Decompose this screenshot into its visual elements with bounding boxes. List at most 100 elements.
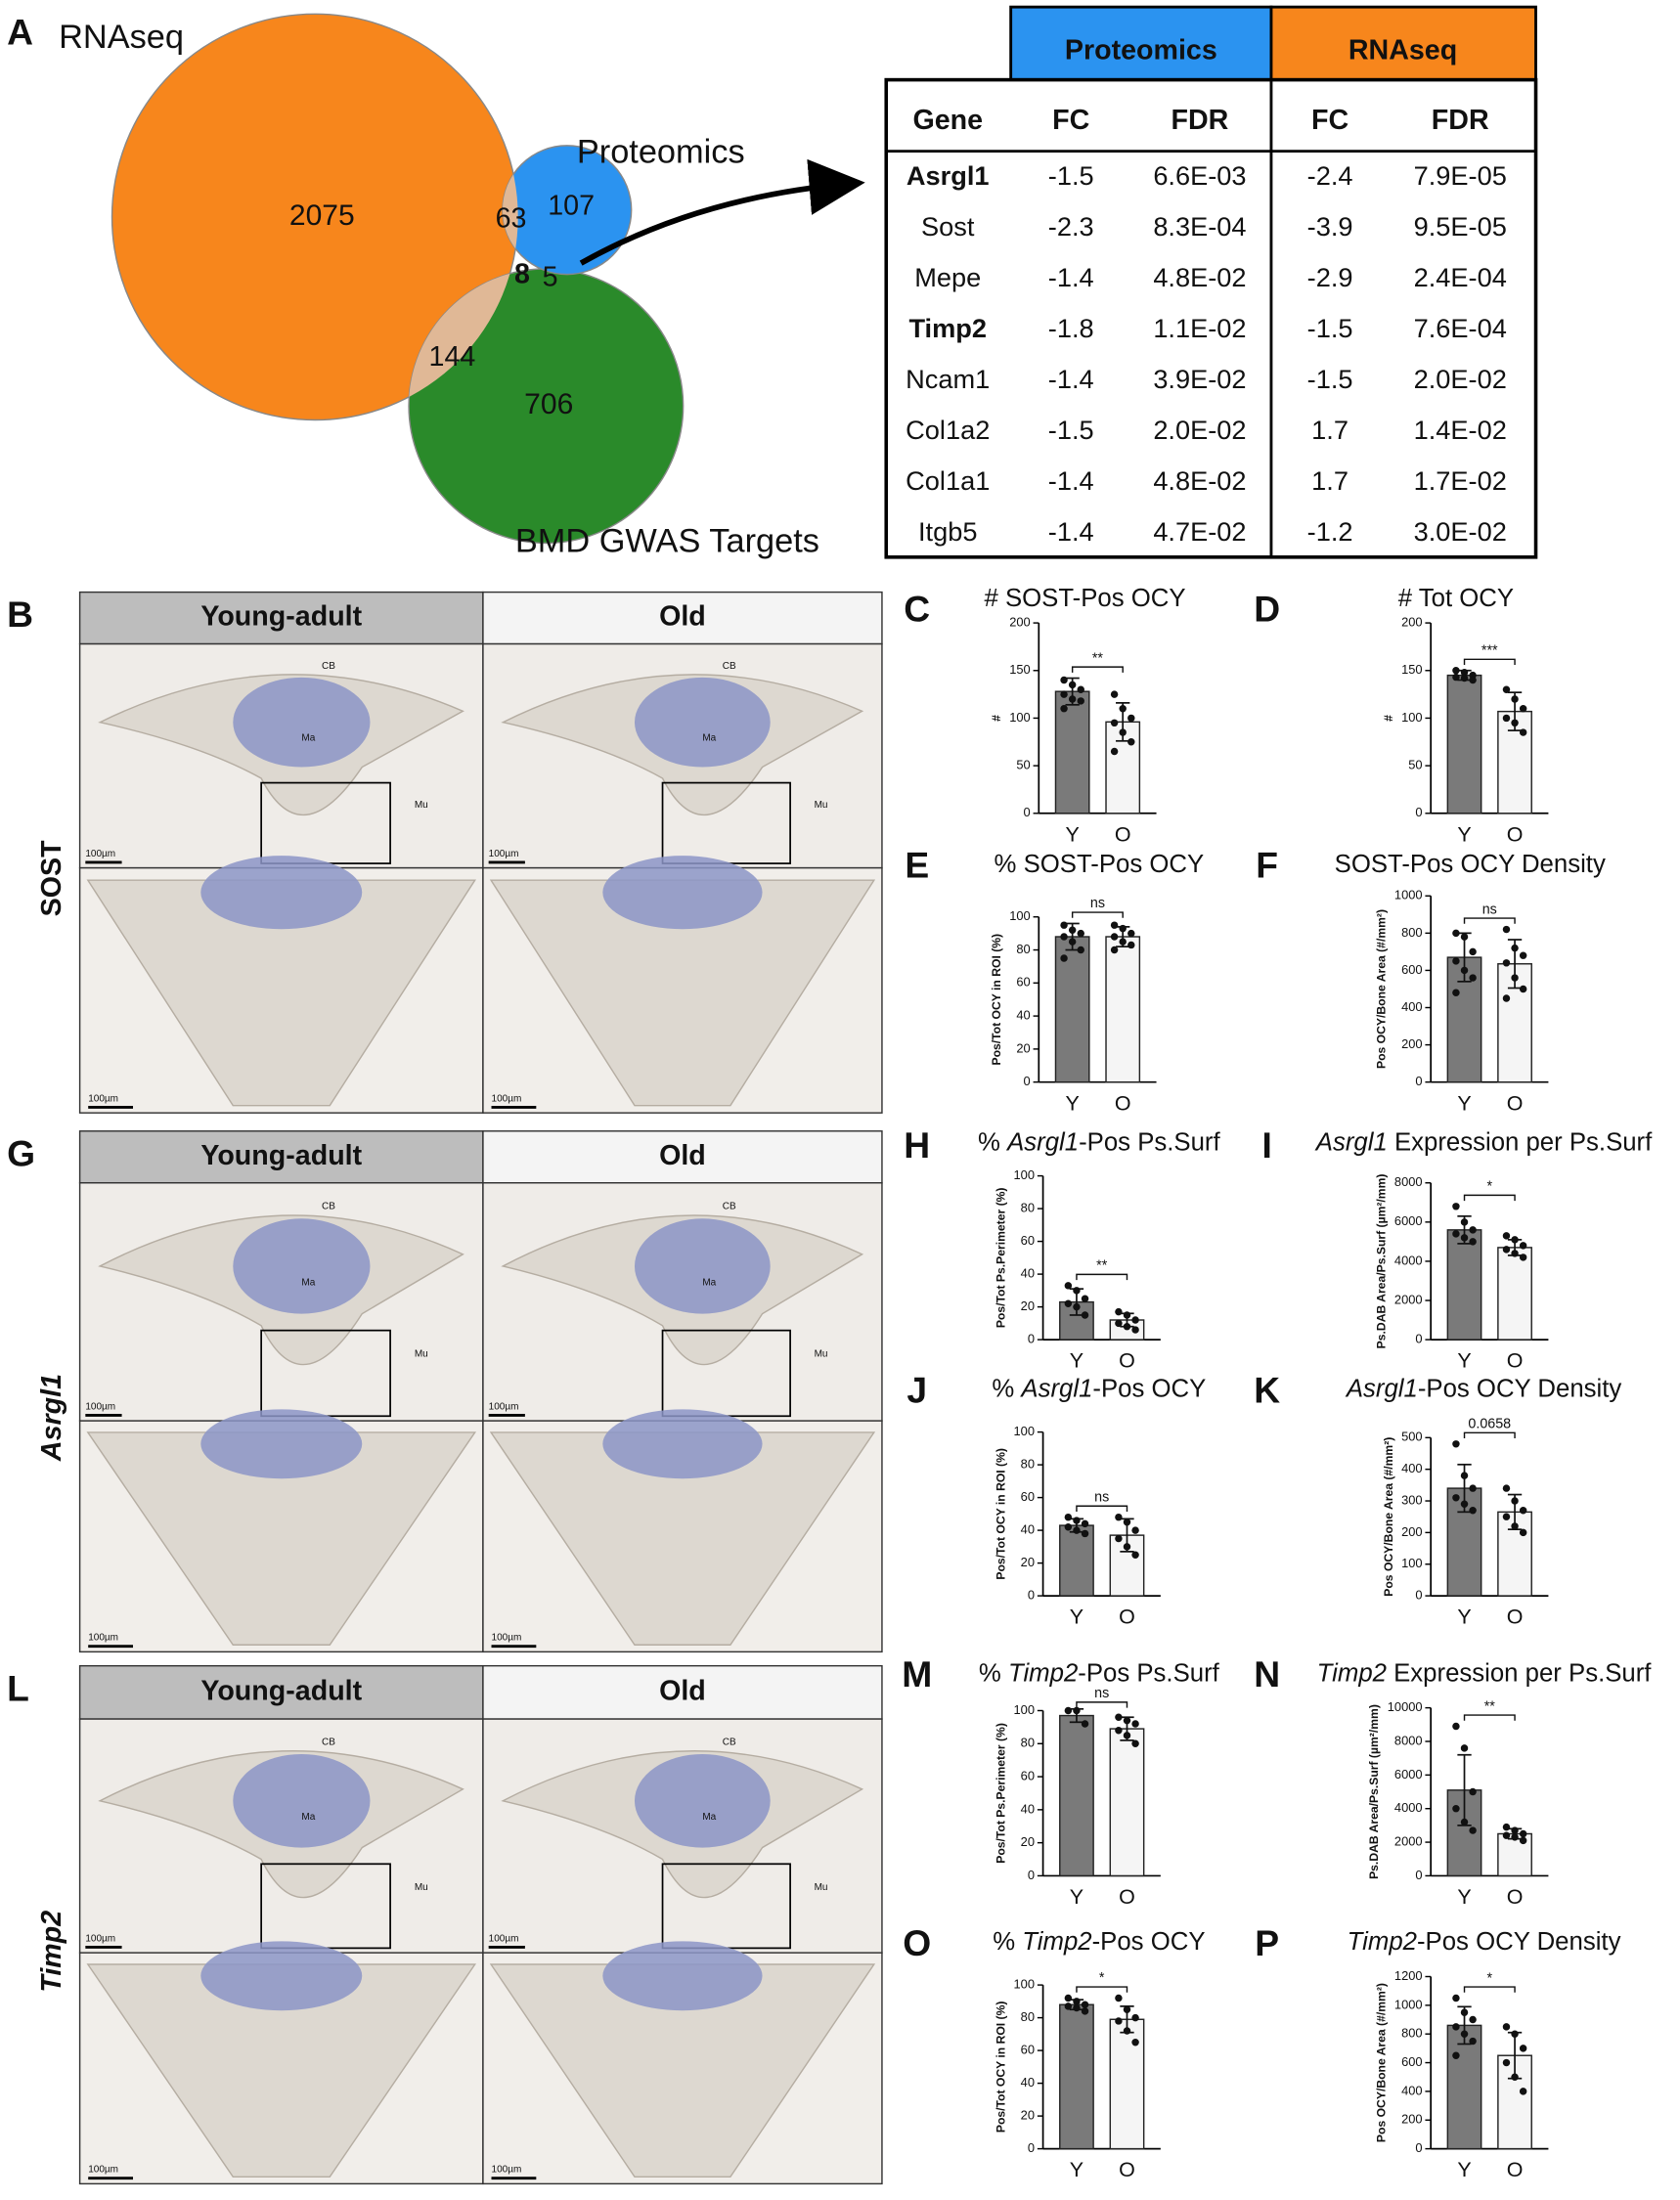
table-header: FDR	[1172, 105, 1229, 136]
y-tick-label: 60	[1021, 1233, 1035, 1248]
data-point	[1081, 1295, 1089, 1302]
data-point	[1502, 685, 1511, 693]
data-point	[1511, 719, 1519, 727]
data-point	[1452, 929, 1460, 938]
data-point	[1081, 2007, 1089, 2015]
y-tick-label: 0	[1415, 2140, 1422, 2155]
gene-label: Timp2	[36, 1911, 67, 1993]
data-point	[1115, 2017, 1123, 2025]
data-point	[1519, 1829, 1527, 1838]
data-point	[1502, 2058, 1511, 2067]
data-point	[1452, 1440, 1460, 1448]
significance-bracket	[1076, 1701, 1128, 1708]
data-point	[1060, 921, 1068, 929]
marrow	[634, 1218, 771, 1314]
title-part: Expression per Ps.Surf	[1387, 1659, 1652, 1687]
table-cell: -1.5	[1048, 160, 1094, 191]
region-label: Ma	[301, 732, 315, 743]
scale-bar-label: 100µm	[88, 1633, 118, 1644]
title-part: %	[978, 1128, 1007, 1156]
data-point	[1123, 1732, 1131, 1739]
significance-label: ***	[1481, 643, 1498, 659]
x-tick-label: Y	[1457, 822, 1471, 846]
table-cell: 3.0E-02	[1414, 516, 1507, 547]
data-point	[1511, 1236, 1519, 1244]
region-label: Ma	[702, 732, 716, 743]
data-point	[1123, 1716, 1131, 1725]
data-point	[1081, 1529, 1089, 1538]
data-point	[1519, 951, 1527, 959]
column-header	[78, 1664, 484, 1720]
data-point	[1469, 2015, 1477, 2024]
significance-label: **	[1096, 1258, 1108, 1274]
y-axis-label: Pos OCY/Bone Area (#/mm²)	[1382, 1437, 1395, 1597]
column-header	[78, 1130, 484, 1184]
data-point	[1452, 1230, 1460, 1238]
x-tick-label: Y	[1457, 1349, 1471, 1373]
table-cell: -2.9	[1307, 262, 1353, 292]
y-tick-label: 100	[1014, 1167, 1035, 1182]
venn-count: 107	[548, 190, 595, 221]
data-point	[1452, 1804, 1460, 1813]
marrow	[233, 1218, 371, 1314]
data-point	[1519, 1528, 1527, 1537]
title-part: Expression per Ps.Surf	[1388, 1128, 1653, 1156]
data-point	[1469, 1507, 1477, 1515]
data-point	[1502, 1831, 1511, 1839]
significance-bracket	[1463, 1714, 1516, 1721]
data-point	[1073, 1526, 1081, 1534]
marrow	[233, 677, 371, 768]
scale-bar-label: 100µm	[489, 1933, 519, 1944]
table-cell: 1.7	[1311, 415, 1348, 445]
chart-title: # SOST-Pos OCY	[985, 585, 1186, 612]
significance-label: ns	[1482, 902, 1497, 917]
data-point	[1519, 728, 1527, 736]
data-point	[1452, 1994, 1460, 2002]
data-point	[1064, 1513, 1073, 1521]
bar	[1109, 2018, 1145, 2150]
data-point	[1119, 728, 1127, 736]
bar	[1054, 936, 1090, 1083]
data-point	[1452, 2023, 1460, 2031]
marrow	[634, 677, 771, 768]
bar	[1059, 2003, 1094, 2150]
panel-letter: N	[1254, 1653, 1280, 1694]
significance-label: ns	[1094, 1489, 1109, 1505]
data-point	[1511, 1250, 1519, 1257]
data-point	[1452, 1203, 1460, 1210]
table-cell: 1.7	[1311, 465, 1348, 496]
table-cell: Col1a1	[906, 465, 990, 496]
column-header-label: Old	[659, 601, 706, 633]
data-point	[1452, 673, 1460, 682]
table-border	[884, 77, 1538, 559]
data-point	[1123, 2027, 1131, 2035]
region-label: Mu	[415, 1882, 428, 1893]
data-point	[1077, 697, 1084, 705]
bar	[1109, 1728, 1145, 1877]
table-cell: -1.4	[1048, 364, 1094, 394]
data-point	[1123, 1311, 1131, 1319]
chart-title: Asrgl1 Expression per Ps.Surf	[1314, 1128, 1653, 1156]
y-tick-label: 1000	[1394, 1997, 1423, 2011]
table-cell: -1.5	[1307, 364, 1353, 394]
data-point	[1131, 1526, 1139, 1534]
region-label: CB	[723, 1738, 736, 1748]
y-tick-label: 20	[1016, 1040, 1030, 1055]
data-point	[1502, 1246, 1511, 1254]
data-point	[1060, 954, 1068, 962]
chart-title: % SOST-Pos OCY	[995, 851, 1205, 878]
table-cell: 2.0E-02	[1153, 415, 1246, 445]
title-part: -Pos Ps.Surf	[1079, 1128, 1220, 1156]
table-header: FC	[1052, 105, 1089, 136]
x-tick-label: Y	[1070, 2158, 1083, 2181]
significance-label: **	[1484, 1698, 1496, 1714]
y-tick-label: 600	[1401, 962, 1422, 977]
scale-bar-label: 100µm	[492, 1633, 522, 1644]
x-tick-label: Y	[1457, 1885, 1471, 1909]
venn-count: 706	[524, 388, 573, 420]
significance-label: *	[1487, 1970, 1493, 1986]
data-point	[1460, 2030, 1469, 2038]
data-point	[1115, 1534, 1123, 1543]
gene-label: Asrgl1	[36, 1374, 67, 1462]
panel-letter: G	[7, 1132, 35, 1173]
